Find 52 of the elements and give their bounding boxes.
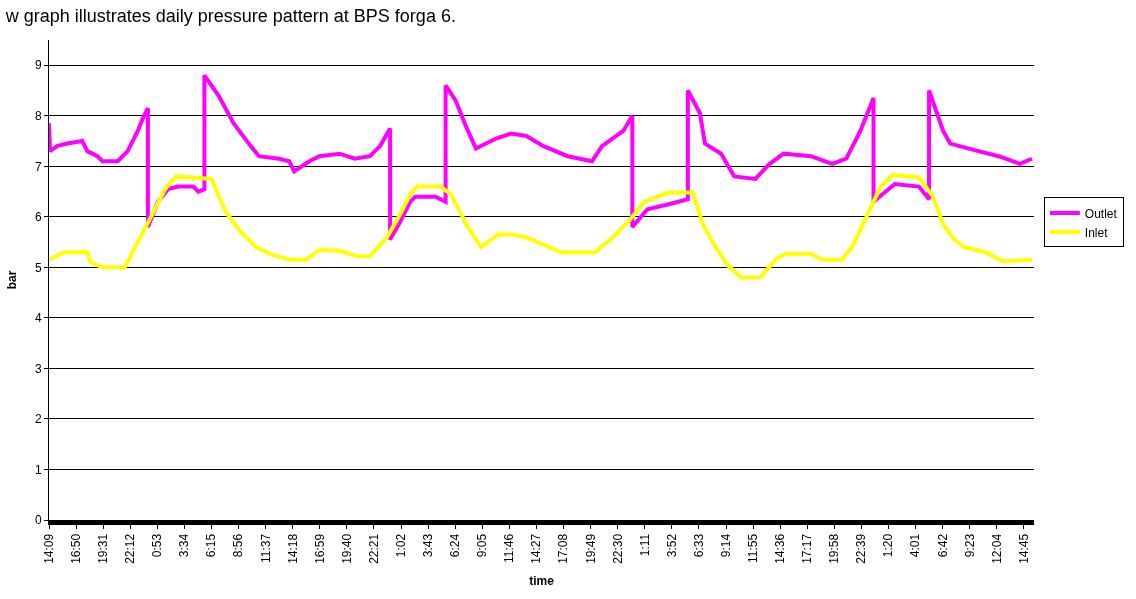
x-tick-label: 19:58 [827,533,842,564]
x-tick-label: 14:18 [285,533,300,564]
x-tick-label: 17:08 [556,533,571,564]
x-tick-label: 17:17 [800,533,815,564]
legend-label: Outlet [1084,206,1118,221]
y-tick-label: 0 [34,513,42,528]
x-tick-label: 6:15 [204,533,219,558]
y-tick-label: 1 [34,462,42,477]
x-tick-label: 16:50 [68,533,83,564]
x-tick-label: 8:56 [231,533,246,558]
x-tick-label: 22:12 [123,533,138,564]
x-tick-label: 16:59 [312,533,327,564]
x-tick-label: 14:36 [773,533,788,564]
y-tick-label: 4 [34,311,42,326]
x-tick-label: 14:27 [529,533,544,564]
x-tick-label: 4:01 [908,533,923,558]
x-tick-label: 22:39 [854,533,869,564]
x-tick-label: 19:31 [96,533,111,564]
x-tick-label: 11:37 [258,533,273,563]
x-tick-label: 14:45 [1016,533,1031,564]
x-tick-label: 9:05 [475,533,490,558]
y-tick-label: 8 [34,108,42,123]
x-tick-label: 3:34 [177,533,192,558]
legend-label: Inlet [1084,225,1109,240]
x-tick-label: 0:53 [150,533,165,558]
x-tick-label: 9:23 [962,533,977,558]
x-tick-label: 9:14 [718,533,733,558]
x-tick-label: 11:55 [746,533,760,563]
x-tick-label: 11:46 [502,533,517,563]
y-tick-label: 9 [34,58,42,73]
chart-title: w graph illustrates daily pressure pattern at BPS forga 6. [4,5,456,26]
y-tick-label: 7 [34,159,42,174]
x-tick-label: 12:04 [989,533,1004,564]
y-tick-label: 5 [34,260,42,275]
x-tick-label: 22:30 [610,533,625,564]
x-tick-label: 1:20 [881,533,896,558]
y-tick-label: 2 [34,412,42,427]
y-axis-title: bar [5,270,20,290]
y-tick-label: 3 [34,361,42,376]
x-tick-label: 3:43 [421,533,436,558]
x-tick-label: 19:49 [583,533,598,564]
x-tick-label: 3:52 [664,533,679,558]
x-tick-label: 1:02 [393,533,408,558]
y-tick-label: 6 [34,210,42,225]
x-tick-label: 22:21 [366,533,381,564]
x-tick-label: 14:09 [41,533,56,564]
x-tick-label: 6:42 [935,533,950,558]
x-tick-label: 6:33 [691,533,706,558]
x-tick-label: 1:11 [637,533,652,557]
x-tick-label: 19:40 [339,533,354,564]
x-tick-label: 6:24 [448,533,463,558]
x-axis-title: time [529,573,555,588]
